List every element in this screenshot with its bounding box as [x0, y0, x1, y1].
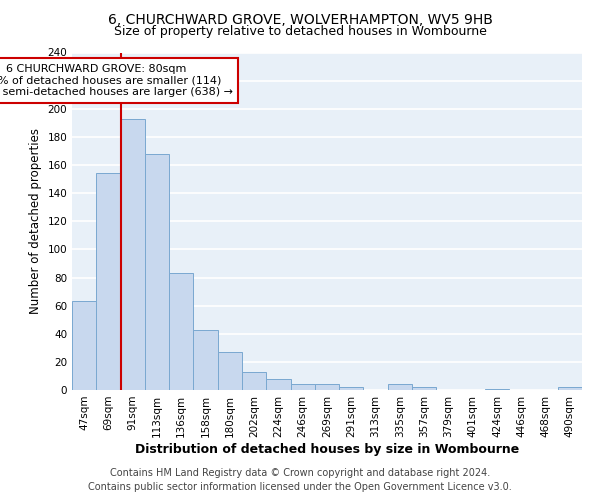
Bar	[412, 387, 436, 390]
Text: Size of property relative to detached houses in Wombourne: Size of property relative to detached ho…	[113, 25, 487, 38]
Bar	[218, 352, 242, 390]
Text: 6 CHURCHWARD GROVE: 80sqm
← 15% of detached houses are smaller (114)
84% of semi: 6 CHURCHWARD GROVE: 80sqm ← 15% of detac…	[0, 64, 233, 97]
Bar	[485, 388, 509, 390]
Bar	[266, 379, 290, 390]
Bar	[339, 387, 364, 390]
Bar	[72, 302, 96, 390]
Bar	[242, 372, 266, 390]
Bar	[145, 154, 169, 390]
Bar	[121, 118, 145, 390]
Bar	[169, 274, 193, 390]
Bar	[558, 387, 582, 390]
X-axis label: Distribution of detached houses by size in Wombourne: Distribution of detached houses by size …	[135, 442, 519, 456]
Text: 6, CHURCHWARD GROVE, WOLVERHAMPTON, WV5 9HB: 6, CHURCHWARD GROVE, WOLVERHAMPTON, WV5 …	[107, 12, 493, 26]
Bar	[193, 330, 218, 390]
Bar	[388, 384, 412, 390]
Text: Contains HM Land Registry data © Crown copyright and database right 2024.
Contai: Contains HM Land Registry data © Crown c…	[88, 468, 512, 492]
Bar	[96, 174, 121, 390]
Bar	[290, 384, 315, 390]
Bar	[315, 384, 339, 390]
Y-axis label: Number of detached properties: Number of detached properties	[29, 128, 42, 314]
